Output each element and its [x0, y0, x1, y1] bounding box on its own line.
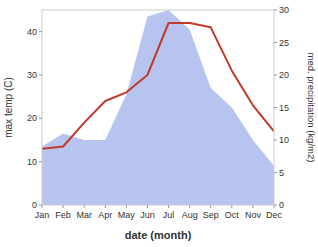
chart: 0 10 20 30 40 0 5 10 15 20 25 30 Jan Feb Mar Apr May Jun J…	[0, 0, 318, 247]
y2-tick	[274, 172, 277, 173]
x-tick-label: Mar	[76, 210, 92, 220]
x-tick-label: Nov	[245, 210, 262, 220]
x-tick-label: Jul	[163, 210, 175, 220]
y-axis-label: max temp (C)	[3, 77, 14, 138]
y2-tick	[274, 107, 277, 108]
x-tick	[231, 205, 232, 208]
y-tick-label: 40	[27, 27, 37, 37]
y2-tick	[274, 42, 277, 43]
y-tick-label: 20	[27, 113, 37, 123]
y-tick	[39, 118, 42, 119]
y2-tick-label: 30	[279, 5, 289, 15]
x-tick-label: Aug	[182, 210, 198, 220]
y2-tick	[274, 10, 277, 11]
x-tick-label: Oct	[225, 210, 240, 220]
x-tick	[42, 205, 43, 208]
plot-area	[42, 10, 274, 205]
y2-tick	[274, 75, 277, 76]
y2-tick-label: 0	[279, 200, 284, 210]
x-tick-label: Feb	[55, 210, 71, 220]
y-tick	[39, 161, 42, 162]
x-tick-label: Apr	[98, 210, 112, 220]
y2-axis-label: med. precipitation (kg/m2)	[306, 53, 317, 163]
precipitation-area	[42, 10, 274, 205]
y-tick	[39, 75, 42, 76]
x-tick	[147, 205, 148, 208]
temperature-line	[42, 23, 274, 149]
y2-tick-label: 20	[279, 70, 289, 80]
x-axis-label: date (month)	[125, 229, 192, 241]
y-tick	[39, 31, 42, 32]
y2-tick-label: 5	[279, 168, 284, 178]
y-tick-label: 0	[32, 200, 37, 210]
y2-tick-label: 15	[279, 103, 289, 113]
x-tick	[105, 205, 106, 208]
y2-tick-label: 10	[279, 135, 289, 145]
x-tick	[168, 205, 169, 208]
x-tick-label: May	[118, 210, 136, 220]
y-tick-label: 10	[27, 157, 37, 167]
chart-container: 0 10 20 30 40 0 5 10 15 20 25 30 Jan Feb Mar Apr May Jun J…	[0, 0, 318, 247]
x-tick-label: Dec	[266, 210, 283, 220]
x-tick	[126, 205, 127, 208]
x-tick	[252, 205, 253, 208]
y-tick-label: 30	[27, 70, 37, 80]
y2-tick-label: 25	[279, 38, 289, 48]
plot-frame	[42, 10, 274, 205]
x-tick-label: Sep	[203, 210, 219, 220]
x-tick-label: Jun	[140, 210, 155, 220]
x-tick	[84, 205, 85, 208]
x-tick	[63, 205, 64, 208]
x-tick	[210, 205, 211, 208]
x-tick-label: Jan	[35, 210, 50, 220]
x-tick	[189, 205, 190, 208]
y2-tick	[274, 140, 277, 141]
x-tick	[274, 205, 275, 208]
